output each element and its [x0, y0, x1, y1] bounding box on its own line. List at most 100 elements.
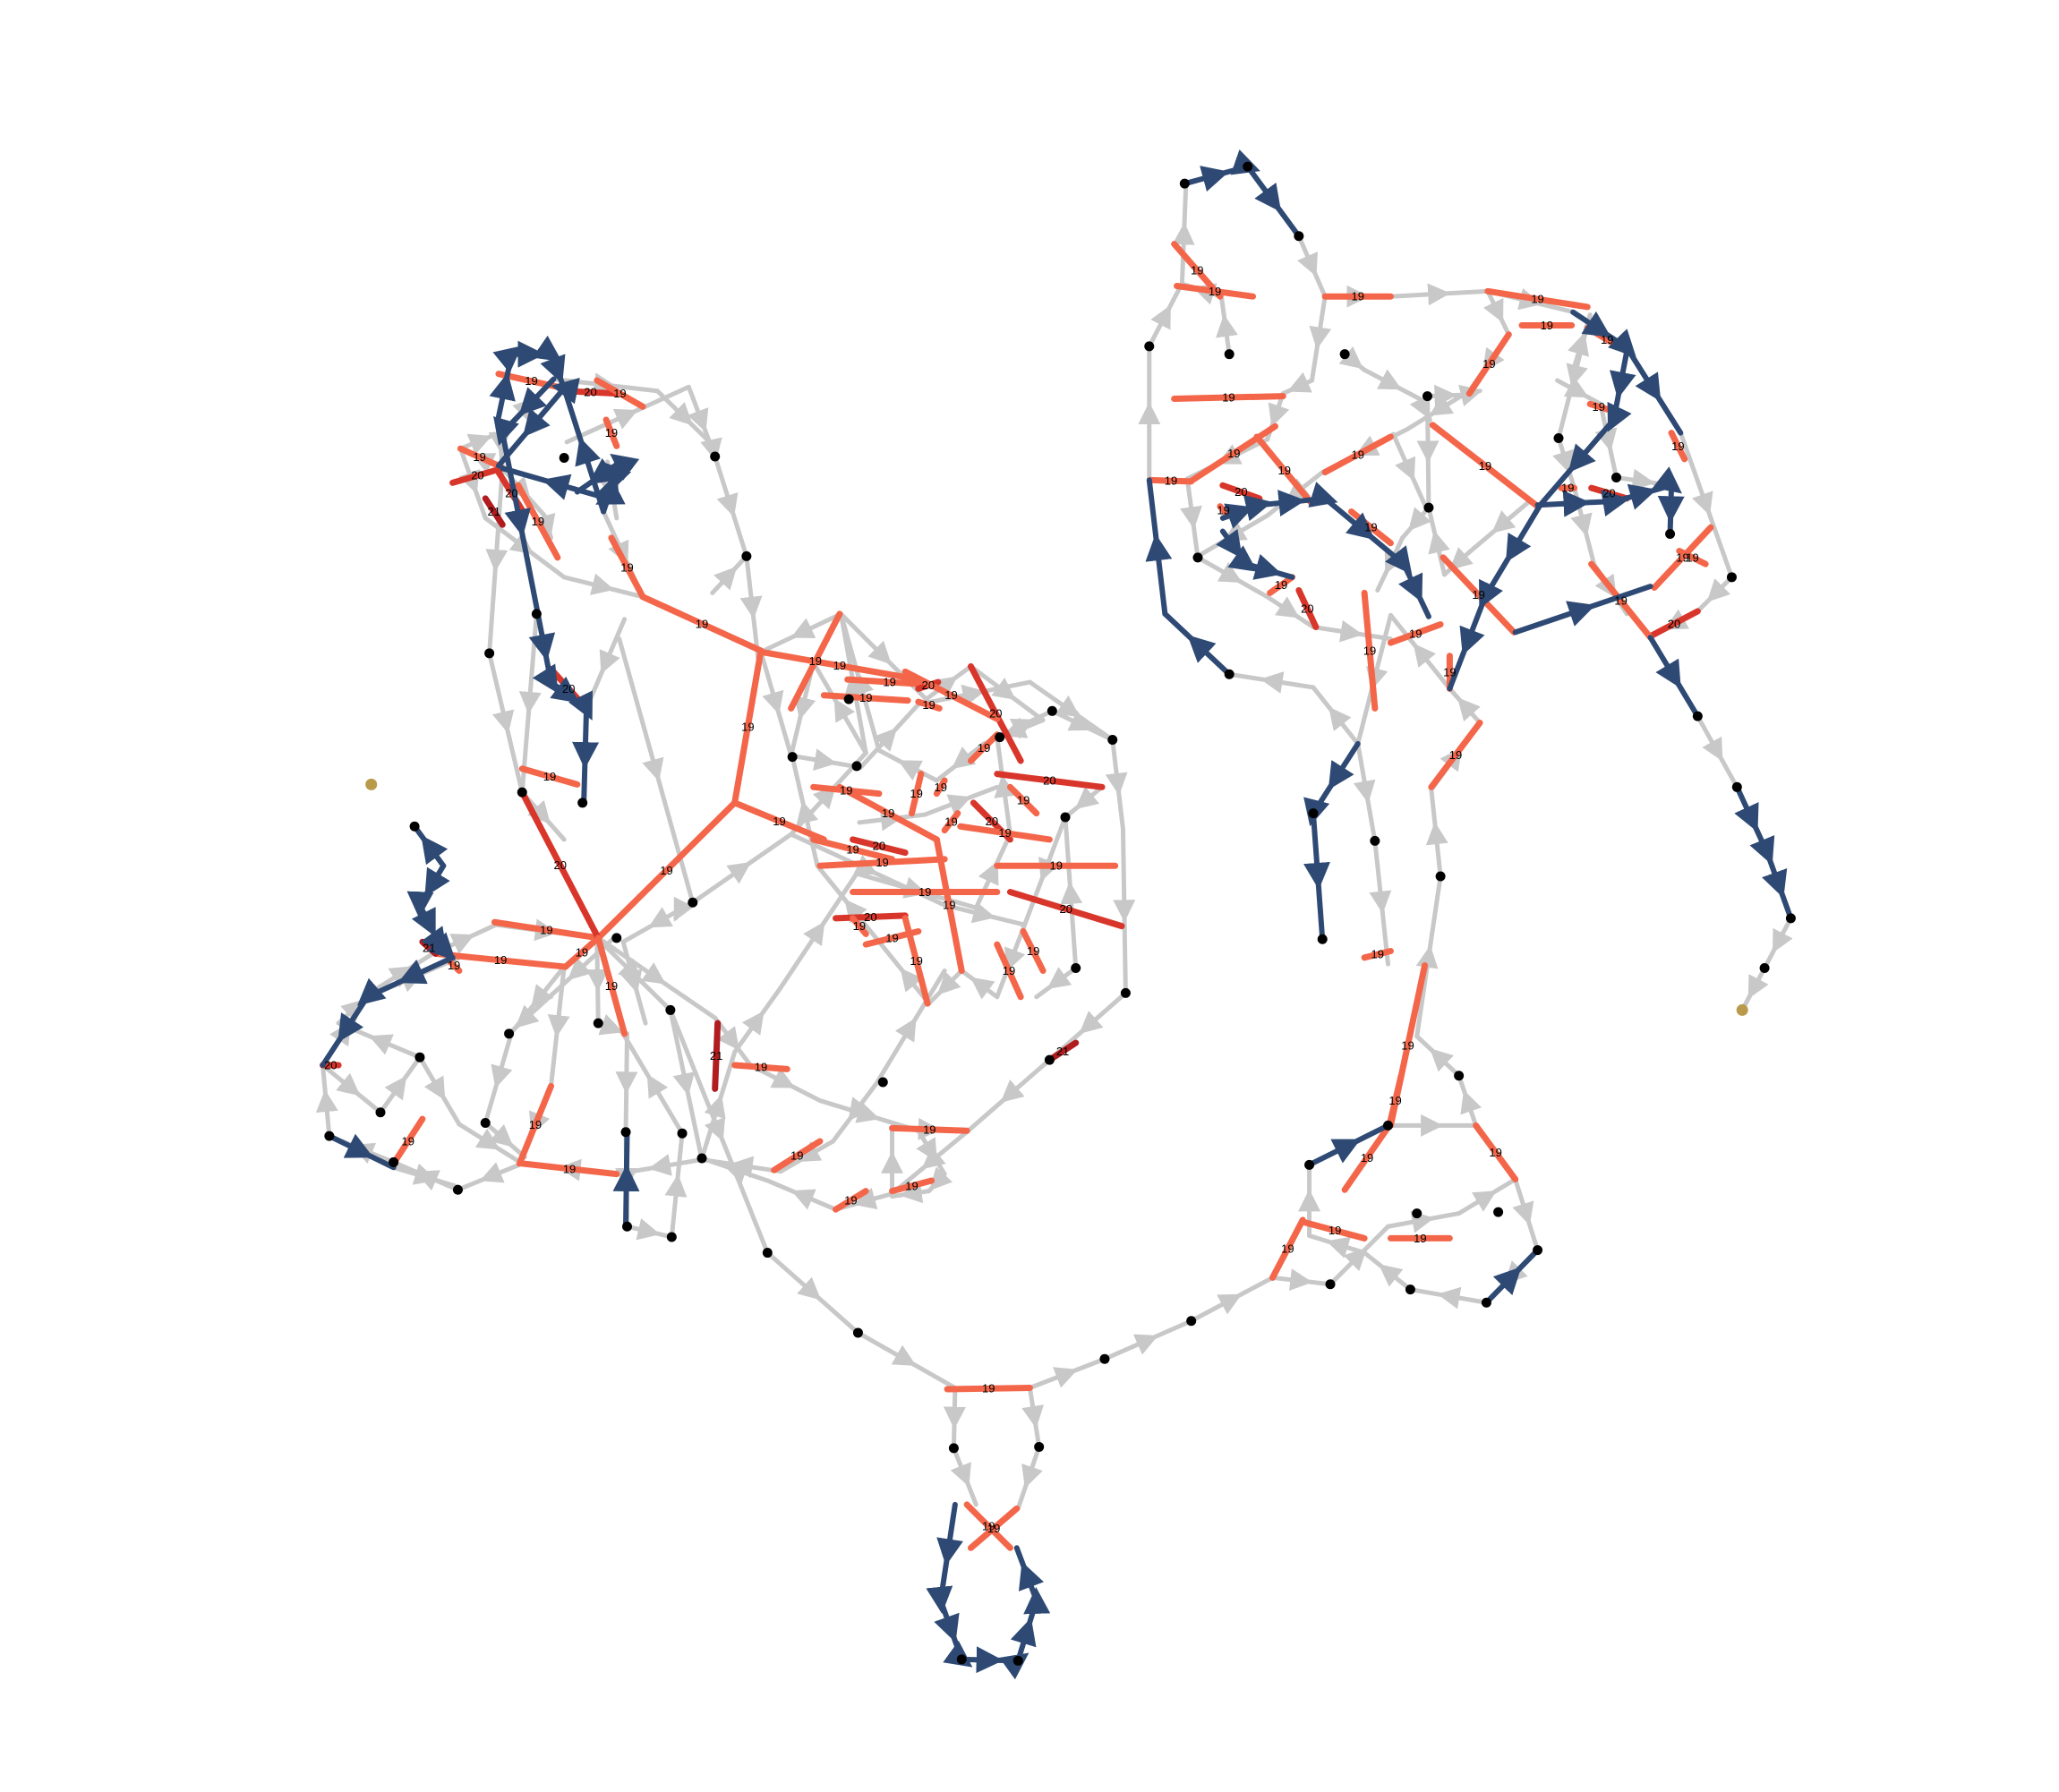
weighted-edge-19 — [1668, 430, 1688, 463]
graph-edge — [1386, 1210, 1462, 1233]
weighted-edge-19 — [941, 810, 961, 834]
edge-label: 19 — [1531, 293, 1543, 306]
graph-edge — [1362, 1250, 1413, 1293]
graph-edge — [1614, 468, 1674, 491]
weighted-edge-19 — [816, 856, 948, 869]
path-edge — [1219, 482, 1431, 619]
weighted-edge-19 — [1387, 621, 1444, 646]
weighted-edge-19 — [771, 1138, 824, 1173]
graph-edge — [699, 1156, 783, 1179]
weighted-edge-19 — [1147, 476, 1195, 485]
edge-label: 19 — [605, 979, 618, 993]
graph-node — [531, 609, 542, 619]
weighted-edge-19 — [1651, 524, 1714, 592]
edge-label: 20 — [1668, 617, 1680, 630]
graph-edge — [765, 1178, 839, 1212]
graph-edge — [620, 1031, 685, 1136]
weighted-edge-19 — [844, 676, 936, 688]
weighted-edge-19 — [944, 1384, 1033, 1393]
graph-node — [956, 1654, 967, 1665]
edge-label: 19 — [1017, 793, 1030, 806]
weighted-edge-20 — [967, 662, 1024, 764]
graph-node — [1382, 1120, 1393, 1131]
graph-node — [1144, 341, 1155, 352]
graph-node — [1370, 835, 1380, 846]
graph-edge — [858, 702, 921, 770]
graph-node — [741, 550, 752, 561]
path-edge — [1306, 1122, 1391, 1168]
graph-node — [1034, 1441, 1045, 1452]
graph-edge — [1482, 288, 1511, 337]
graph-edge — [509, 964, 567, 1035]
graph-node — [452, 1184, 463, 1195]
path-edge — [612, 1129, 640, 1227]
edge-label: 19 — [1227, 447, 1240, 460]
graph-edge — [1328, 1224, 1390, 1287]
weighted-edge-19 — [518, 1160, 620, 1178]
graph-node — [666, 1232, 677, 1242]
graph-edge — [1390, 431, 1429, 510]
graph-edge — [1362, 367, 1423, 402]
graph-edge — [790, 755, 820, 868]
edge-label: 19 — [1003, 964, 1015, 977]
graph-edge — [876, 747, 939, 783]
weighted-edge-19 — [1676, 548, 1709, 567]
graph-node — [1047, 705, 1057, 716]
graph-node — [480, 1117, 491, 1128]
graph-edge — [713, 1015, 753, 1068]
edge-label: 19 — [943, 899, 955, 912]
edge-label: 19 — [473, 450, 485, 464]
graph-edge — [1195, 513, 1270, 559]
graph-node — [1405, 1284, 1415, 1295]
graph-edge — [739, 553, 763, 662]
edge-label: 19 — [1479, 459, 1491, 473]
graph-edge — [995, 922, 1028, 1000]
graph-edge — [713, 454, 749, 559]
edge-label: 19 — [790, 1149, 803, 1163]
edge-label: 19 — [885, 931, 898, 944]
weighted-edge-19 — [1428, 719, 1483, 790]
edge-label: 19 — [1482, 357, 1495, 371]
path-edge — [1216, 528, 1295, 580]
edge-label: 19 — [1165, 474, 1177, 488]
graph-edge — [614, 1154, 705, 1177]
graph-node — [375, 1107, 386, 1118]
graph-edge — [710, 553, 749, 595]
weighted-edge-19 — [731, 647, 765, 806]
edge-label: 19 — [1561, 482, 1574, 495]
graph-edge — [1063, 784, 1105, 820]
edge-label: 19 — [563, 1162, 576, 1175]
edge-label: 19 — [1329, 1224, 1341, 1237]
path-edge — [1145, 477, 1173, 617]
graph-edge — [1425, 787, 1448, 879]
graph-node — [593, 1018, 603, 1028]
graph-edge — [959, 968, 1000, 1000]
graph-node — [517, 787, 527, 798]
edge-label: 19 — [905, 1179, 918, 1192]
graph-edge — [1426, 505, 1450, 577]
graph-edge — [890, 1181, 932, 1204]
graph-node — [1325, 1279, 1336, 1290]
graph-edge — [1027, 1356, 1107, 1390]
edge-label: 20 — [1301, 602, 1313, 615]
weighted-edge-19 — [608, 534, 646, 601]
path-edge — [1182, 149, 1302, 239]
weighted-edge-19 — [820, 692, 911, 704]
graph-edge — [561, 573, 645, 600]
graph-node — [620, 1127, 631, 1138]
graph-edge — [1216, 294, 1238, 357]
weighted-edge-19 — [757, 648, 922, 683]
graph-node — [995, 732, 1005, 743]
graph-node — [1731, 781, 1742, 792]
weighted-edge-19 — [1171, 241, 1224, 300]
graph-edge — [378, 1054, 423, 1115]
edge-label: 19 — [910, 787, 922, 800]
nodes-layer — [324, 161, 1796, 1666]
edge-label: 19 — [876, 856, 888, 869]
graph-edge — [487, 651, 525, 795]
weighted-edge-19 — [994, 941, 1024, 1001]
weighted-edge-19 — [967, 731, 1001, 764]
graph-edge — [1270, 1268, 1333, 1292]
edge-label: 19 — [1541, 319, 1553, 332]
weighted-edge-19 — [594, 377, 646, 410]
